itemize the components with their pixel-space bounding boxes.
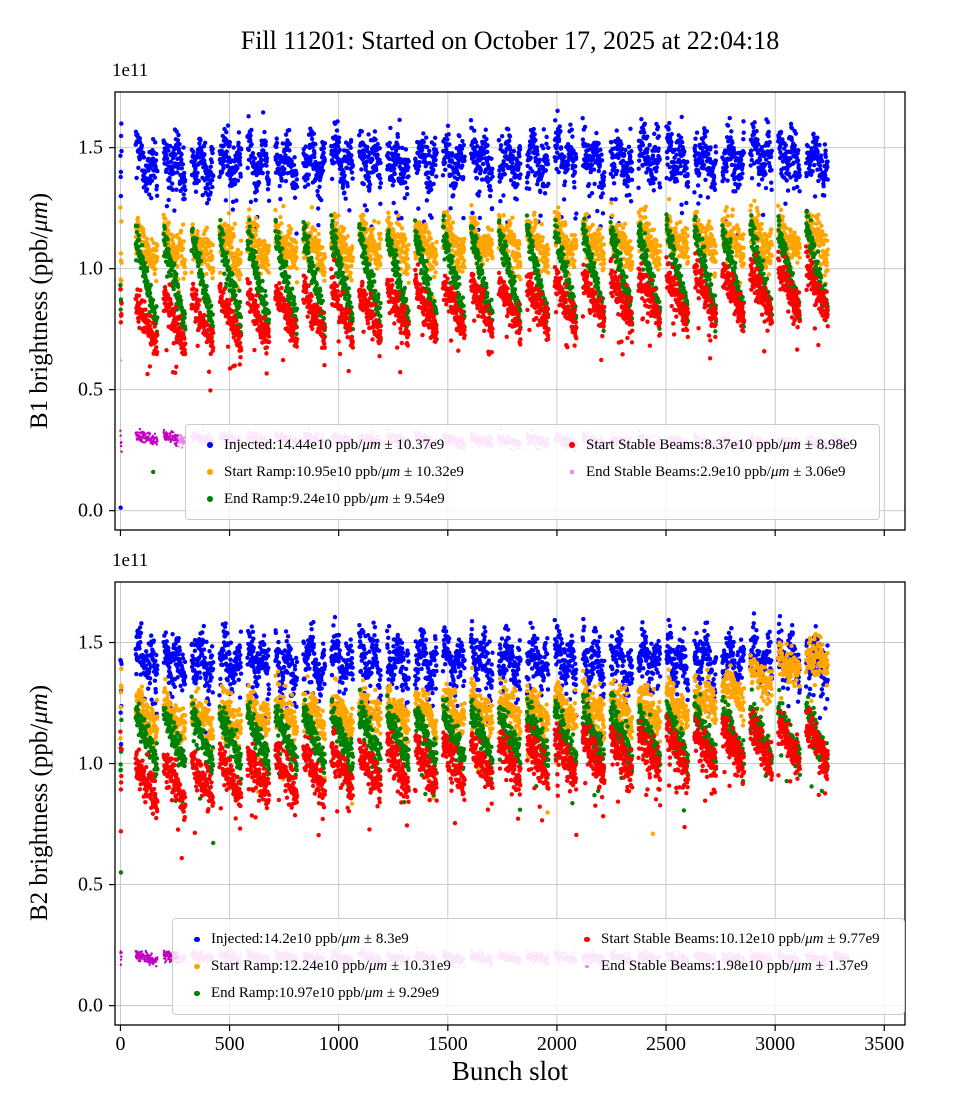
y-axis-label-b1-close: ) <box>26 192 53 202</box>
legend-label-unit: μm <box>362 436 381 453</box>
legend-label-injected: Injected:14.2e10 ppb/μm ± 8.3e9 <box>211 931 409 948</box>
legend-label-text: End Ramp:9.24e10 ppb/ <box>224 490 371 507</box>
ytick-label-b1-0.5: 0.5 <box>78 378 103 401</box>
legend-label-text: Injected:14.2e10 ppb/ <box>211 931 342 947</box>
legend-label-sigma: ± 3.06e9 <box>789 463 846 480</box>
legend-label-text: Start Stable Beams:10.12e10 ppb/ <box>601 931 806 947</box>
legend-label-text: Start Ramp:12.24e10 ppb/ <box>211 958 369 974</box>
ytick-label-b2-1.5: 1.5 <box>78 631 103 654</box>
legend-marker-box <box>558 442 586 448</box>
legend-label-unit: μm <box>770 463 790 480</box>
y-axis-offset-text-b2: 1e11 <box>112 550 149 571</box>
legend-entry-end-ramp: End Ramp:9.24e10 ppb/μm ± 9.54e9 <box>196 486 558 513</box>
xtick-label-2000: 2000 <box>536 1033 577 1055</box>
ytick-label-b1-1.5: 1.5 <box>78 136 103 159</box>
legend-marker-box <box>183 990 211 997</box>
legend-label-sigma: ± 1.37e9 <box>811 958 868 974</box>
legend-label-sigma: ± 9.54e9 <box>388 490 445 507</box>
legend-marker-box <box>196 442 224 448</box>
legend-label-sigma: ± 9.29e9 <box>383 985 440 1001</box>
legend-entry-injected: Injected:14.44e10 ppb/μm ± 10.37e9 <box>196 432 558 459</box>
legend-label-text: Start Ramp:10.95e10 ppb/ <box>224 463 382 480</box>
legend-marker-end-stable-beams-dot-icon <box>570 470 574 474</box>
legend-marker-start-ramp-dot-icon <box>207 469 213 475</box>
legend-marker-start-stable-beams-dot-icon <box>584 936 590 943</box>
legend-label-sigma: ± 10.32e9 <box>400 463 464 480</box>
legend-entry-start-ramp: Start Ramp:12.24e10 ppb/μm ± 10.31e9 <box>183 953 573 980</box>
figure-title: Fill 11201: Started on October 17, 2025 … <box>240 26 780 55</box>
xtick-label-3000: 3000 <box>755 1033 796 1055</box>
legend-entry-end-stable-beams: End Stable Beams:1.98e10 ppb/μm ± 1.37e9 <box>573 953 894 980</box>
legend-marker-end-ramp-dot-icon <box>194 990 200 997</box>
legend-entry-start-ramp: Start Ramp:10.95e10 ppb/μm ± 10.32e9 <box>196 459 558 486</box>
legend-label-unit: μm <box>341 931 361 947</box>
legend-label-end-stable-beams: End Stable Beams:1.98e10 ppb/μm ± 1.37e9 <box>601 958 868 975</box>
legend-label-start-stable-beams: Start Stable Beams:8.37e10 ppb/μm ± 8.98… <box>586 437 857 454</box>
legend-marker-box <box>573 936 601 943</box>
legend-label-text: End Stable Beams:2.9e10 ppb/ <box>586 463 771 480</box>
legend-label-unit: μm <box>370 490 389 507</box>
xtick-label-2500: 2500 <box>646 1033 687 1055</box>
legend-b2: Injected:14.2e10 ppb/μm ± 8.3e9 Start Ram… <box>172 918 905 1015</box>
legend-label-unit: μm <box>805 931 824 947</box>
legend-marker-end-ramp-dot-icon <box>207 496 213 502</box>
legend-label-start-ramp: Start Ramp:12.24e10 ppb/μm ± 10.31e9 <box>211 958 451 975</box>
legend-marker-box <box>558 470 586 474</box>
ytick-label-b2-1.0: 1.0 <box>78 752 103 775</box>
legend-label-unit: μm <box>782 436 802 453</box>
xtick-label-0: 0 <box>115 1033 126 1055</box>
legend-b1: Injected:14.44e10 ppb/μm ± 10.37e9 Start … <box>185 424 880 520</box>
ytick-label-b1-1.0: 1.0 <box>78 257 103 280</box>
x-axis-label: Bunch slot <box>451 1056 569 1086</box>
legend-label-sigma: ± 10.37e9 <box>380 436 445 453</box>
legend-label-unit: μm <box>368 958 388 974</box>
y-axis-label-b2-unit: μm <box>26 693 53 724</box>
legend-label-sigma: ± 8.98e9 <box>801 436 858 453</box>
legend-label-text: Start Stable Beams:8.37e10 ppb/ <box>586 436 783 453</box>
legend-entry-end-stable-beams: End Stable Beams:2.9e10 ppb/μm ± 3.06e9 <box>558 459 869 486</box>
legend-marker-end-stable-beams-dot-icon <box>585 964 589 969</box>
legend-label-start-ramp: Start Ramp:10.95e10 ppb/μm ± 10.32e9 <box>224 464 464 481</box>
xtick-label-1500: 1500 <box>427 1033 468 1055</box>
legend-label-end-stable-beams: End Stable Beams:2.9e10 ppb/μm ± 3.06e9 <box>586 464 846 481</box>
legend-marker-box <box>196 496 224 502</box>
legend-label-sigma: ± 8.3e9 <box>360 931 409 947</box>
legend-label-sigma: ± 10.31e9 <box>387 958 451 974</box>
legend-marker-box <box>183 936 211 943</box>
legend-marker-injected-dot-icon <box>207 442 213 448</box>
legend-label-end-ramp: End Ramp:10.97e10 ppb/μm ± 9.29e9 <box>211 985 439 1002</box>
legend-entry-injected: Injected:14.2e10 ppb/μm ± 8.3e9 <box>183 926 573 953</box>
legend-label-text: End Stable Beams:1.98e10 ppb/ <box>601 958 794 974</box>
legend-entry-start-stable-beams: Start Stable Beams:10.12e10 ppb/μm ± 9.7… <box>573 926 894 953</box>
legend-marker-box <box>573 964 601 969</box>
legend-label-unit: μm <box>381 463 401 480</box>
legend-marker-start-ramp-dot-icon <box>194 963 200 970</box>
ytick-label-b2-0.5: 0.5 <box>78 873 103 896</box>
ytick-label-b1-0.0: 0.0 <box>78 499 103 522</box>
legend-entry-start-stable-beams: Start Stable Beams:8.37e10 ppb/μm ± 8.98… <box>558 432 869 459</box>
y-axis-offset-text-b1: 1e11 <box>112 60 149 81</box>
legend-label-text: End Ramp:10.97e10 ppb/ <box>211 985 365 1001</box>
legend-marker-injected-dot-icon <box>194 936 200 943</box>
xtick-label-500: 500 <box>214 1033 245 1055</box>
y-axis-label-b2-close: ) <box>26 684 53 694</box>
legend-label-sigma: ± 9.77e9 <box>823 931 880 947</box>
legend-marker-box <box>196 469 224 475</box>
legend-label-injected: Injected:14.44e10 ppb/μm ± 10.37e9 <box>224 437 444 454</box>
legend-label-end-ramp: End Ramp:9.24e10 ppb/μm ± 9.54e9 <box>224 491 445 508</box>
legend-marker-start-stable-beams-dot-icon <box>569 442 575 448</box>
xtick-label-1000: 1000 <box>318 1033 359 1055</box>
ytick-label-b2-0.0: 0.0 <box>78 994 103 1017</box>
legend-label-text: Injected:14.44e10 ppb/ <box>224 436 363 453</box>
xtick-label-3500: 3500 <box>864 1033 905 1055</box>
legend-label-unit: μm <box>364 985 384 1001</box>
legend-label-unit: μm <box>793 958 812 974</box>
legend-entry-end-ramp: End Ramp:10.97e10 ppb/μm ± 9.29e9 <box>183 980 573 1007</box>
y-axis-label-b1-unit: μm <box>26 201 53 232</box>
legend-marker-box <box>183 963 211 970</box>
legend-label-start-stable-beams: Start Stable Beams:10.12e10 ppb/μm ± 9.7… <box>601 931 880 948</box>
